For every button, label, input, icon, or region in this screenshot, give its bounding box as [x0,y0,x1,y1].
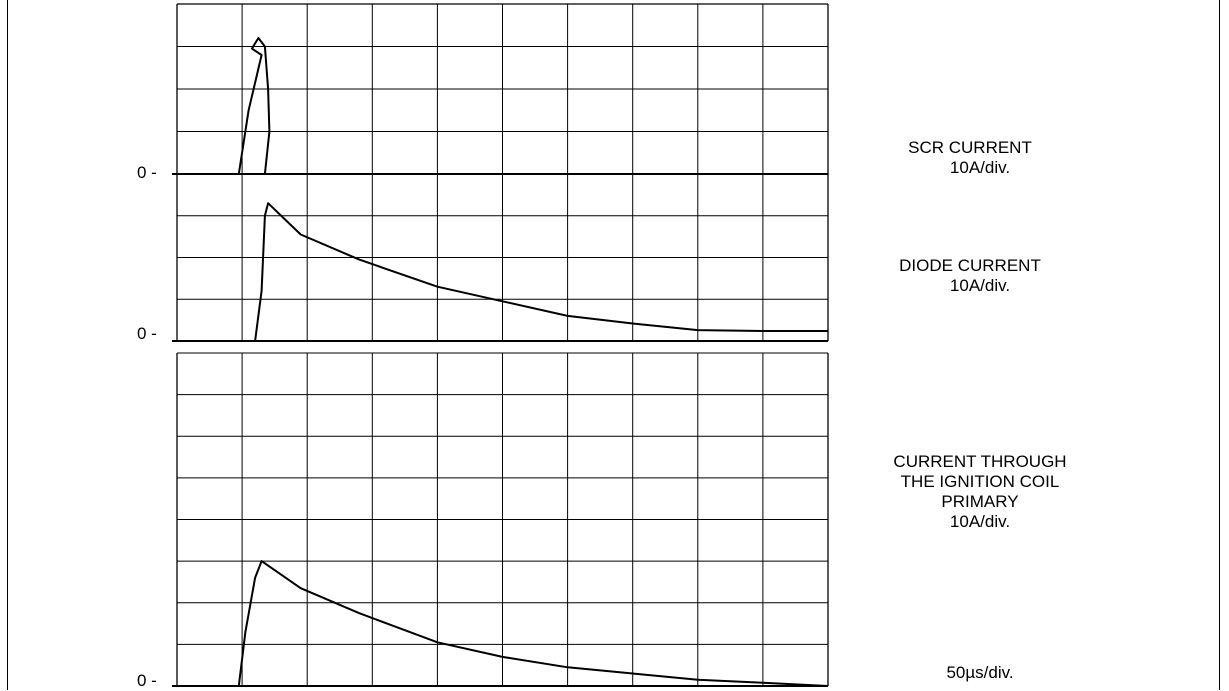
scr-current-scale: 10A/div. [949,158,1011,177]
scr-panel [172,3,829,175]
diode-panel [172,173,829,342]
figure-frame [7,0,1220,690]
coil-current-title-line2: THE IGNITION COIL [900,472,1060,491]
coil-current-title-line3: PRIMARY [941,492,1019,511]
coil-panel [172,352,829,687]
zero-label-scr: 0 - [137,163,157,182]
diode-current-title: DIODE CURRENT [899,256,1041,275]
diode-trace [177,202,828,342]
zero-label-diode: 0 - [137,324,157,343]
diode-current-scale: 10A/div. [949,276,1011,295]
coil-current-title-line1: CURRENT THROUGH [893,452,1067,471]
zero-label-coil: 0 - [137,671,157,690]
scr-current-title: SCR CURRENT [908,138,1032,157]
time-base-label: 50µs/div. [946,663,1014,682]
coil-current-scale: 10A/div. [949,512,1011,531]
coil-trace [177,560,829,687]
